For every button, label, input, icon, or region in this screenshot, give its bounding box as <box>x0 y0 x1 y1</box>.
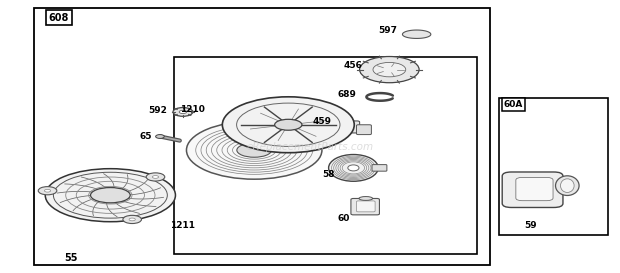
Circle shape <box>373 63 405 77</box>
Ellipse shape <box>45 169 175 222</box>
Text: 689: 689 <box>338 90 356 99</box>
Circle shape <box>153 176 159 178</box>
Polygon shape <box>402 30 431 38</box>
Bar <box>174 57 477 254</box>
Text: 58: 58 <box>322 170 335 179</box>
Circle shape <box>123 215 141 224</box>
Ellipse shape <box>329 155 378 181</box>
Circle shape <box>38 187 57 195</box>
Text: 60A: 60A <box>503 100 523 109</box>
Ellipse shape <box>187 121 322 179</box>
Text: 60: 60 <box>338 214 350 223</box>
Text: 592: 592 <box>149 106 167 115</box>
Circle shape <box>179 110 187 114</box>
Bar <box>499 98 608 235</box>
FancyBboxPatch shape <box>351 198 379 215</box>
Ellipse shape <box>560 179 574 192</box>
Circle shape <box>360 57 419 83</box>
Text: 608: 608 <box>49 13 69 23</box>
Text: 456: 456 <box>344 61 363 70</box>
Circle shape <box>156 135 164 138</box>
Ellipse shape <box>348 165 359 171</box>
FancyBboxPatch shape <box>356 125 371 135</box>
Text: 597: 597 <box>378 26 397 34</box>
FancyBboxPatch shape <box>356 201 375 212</box>
Text: 459: 459 <box>313 117 332 126</box>
Ellipse shape <box>556 176 579 195</box>
Ellipse shape <box>91 188 130 203</box>
Bar <box>34 8 490 265</box>
Ellipse shape <box>359 197 373 200</box>
Ellipse shape <box>275 119 302 130</box>
Circle shape <box>146 173 165 181</box>
Text: 1211: 1211 <box>170 221 195 230</box>
Ellipse shape <box>223 97 354 153</box>
Ellipse shape <box>237 143 272 157</box>
Text: eReplacementParts.com: eReplacementParts.com <box>246 143 374 152</box>
Circle shape <box>45 189 51 192</box>
FancyBboxPatch shape <box>516 177 553 201</box>
FancyBboxPatch shape <box>502 172 563 207</box>
FancyBboxPatch shape <box>342 121 360 133</box>
Text: 65: 65 <box>140 132 152 141</box>
Text: 1210: 1210 <box>180 105 205 114</box>
Circle shape <box>129 218 135 221</box>
Circle shape <box>173 108 193 116</box>
FancyBboxPatch shape <box>372 165 387 171</box>
Text: 59: 59 <box>524 221 536 230</box>
Text: 55: 55 <box>64 253 78 263</box>
